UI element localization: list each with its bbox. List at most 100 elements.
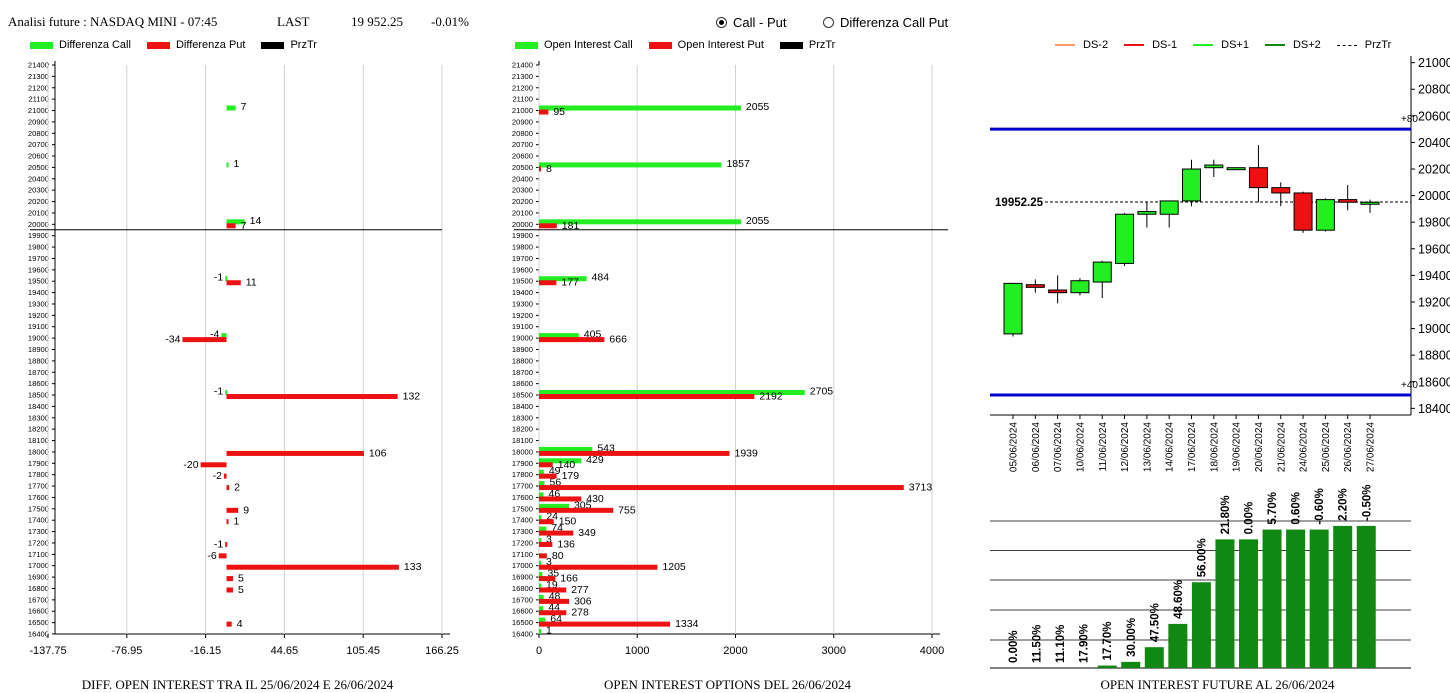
oi-bar-put	[539, 394, 755, 400]
oi-value-label: 3	[546, 533, 552, 545]
legend-oi-prz-label: PrzTr	[808, 39, 836, 51]
oi-value-label: 1857	[726, 158, 750, 170]
oi-bar-put	[539, 280, 557, 286]
diff-bar-call	[225, 276, 228, 282]
oi-bar-call	[539, 390, 805, 396]
diff-strike-label: 19900	[28, 231, 49, 240]
diff-bar-put	[225, 541, 228, 547]
diff-strike-label: 19100	[28, 322, 49, 331]
oi-strike-label: 20500	[512, 163, 533, 172]
oi-future-value-label: 30.00%	[1126, 618, 1138, 657]
candle-date-label: 13/06/2024	[1142, 422, 1153, 472]
oi-strike-label: 20900	[512, 117, 533, 126]
legend-ds-m2: DS-2	[1055, 39, 1108, 51]
oi-bar-put	[539, 519, 554, 525]
oi-future-value-label: 56.00%	[1196, 538, 1208, 577]
diff-strike-label: 21400	[28, 61, 49, 70]
oi-strike-label: 18600	[512, 379, 533, 388]
oi-value-label: 24	[546, 511, 558, 523]
oi-bar-put	[539, 610, 567, 616]
oi-strike-label: 19100	[512, 322, 533, 331]
legend-ds-m2-label: DS-2	[1083, 39, 1109, 51]
diff-strike-label: 21100	[28, 95, 49, 104]
diff-strike-label: 17600	[28, 493, 49, 502]
diff-strike-label: 18500	[28, 391, 49, 400]
oi-value-label: 166	[560, 573, 578, 585]
candle-date-label: 11/06/2024	[1098, 422, 1109, 472]
diff-bar-put	[226, 564, 399, 570]
oi-value-label: 136	[557, 538, 575, 550]
oi-future-value-label: 21.80%	[1220, 495, 1232, 534]
oi-strike-label: 20000	[512, 220, 533, 229]
oi-bar-call	[539, 503, 569, 509]
oi-x-tick-label: 0	[536, 645, 542, 657]
oi-value-label: 666	[609, 334, 627, 346]
oi-value-label: 8	[546, 163, 552, 175]
oi-bar-put	[539, 462, 553, 468]
oi-strike-label: 16700	[512, 595, 533, 604]
diff-bar-put	[226, 485, 230, 491]
diff-strike-label: 17400	[28, 516, 49, 525]
oi-strike-label: 18000	[512, 447, 533, 456]
diff-strike-label: 17500	[28, 504, 49, 513]
diff-strike-label: 17200	[28, 538, 49, 547]
oi-x-tick-label: 3000	[822, 645, 846, 657]
diff-strike-label: 20200	[28, 197, 49, 206]
candle-date-label: 19/06/2024	[1232, 422, 1243, 472]
legend-ds-p1-label: DS+1	[1221, 39, 1249, 51]
diff-value-label: -2	[213, 470, 222, 482]
candle-date-label: 10/06/2024	[1075, 422, 1086, 472]
oi-strike-label: 17100	[512, 550, 533, 559]
diff-value-label: 11	[246, 277, 257, 289]
legend-swatch-call	[515, 41, 538, 49]
oi-x-tick-label: 1000	[625, 645, 649, 657]
diff-bar-call	[225, 390, 228, 396]
diff-value-label: 106	[369, 447, 387, 459]
legend-ds: DS-2 DS-1 DS+1 DS+2 PrzTr	[1055, 39, 1407, 51]
diff-strike-label: 17900	[28, 459, 49, 468]
oi-strike-label: 18300	[512, 413, 533, 422]
last-label: LAST	[277, 14, 310, 29]
oi-strike-label: 16900	[512, 573, 533, 582]
oi-value-label: 2055	[746, 101, 770, 113]
oi-future-value-label: 0.00%	[1008, 630, 1020, 663]
oi-bar-call	[539, 219, 741, 225]
oi-future-value-label: 11.50%	[1032, 625, 1044, 663]
oi-strike-label: 17900	[512, 459, 533, 468]
oi-strike-label: 19200	[512, 311, 533, 320]
oi-value-label: 429	[586, 454, 604, 466]
radio-unselected-icon[interactable]	[823, 17, 834, 28]
oi-bar-put	[539, 507, 614, 513]
candle-body	[1092, 261, 1112, 283]
oi-future-bar	[1215, 539, 1235, 668]
oi-bar-put	[539, 553, 547, 559]
oi-future-value-label: 48.60%	[1173, 580, 1185, 619]
oi-strike-label: 17500	[512, 504, 533, 513]
legend-ds-m1-label: DS-1	[1152, 39, 1178, 51]
change-percent: -0.01%	[431, 14, 469, 29]
oi-future-bar	[1309, 529, 1329, 668]
oi-bar-put	[539, 496, 582, 502]
oi-value-label: 306	[574, 595, 592, 607]
legend-line-prz	[1336, 44, 1357, 46]
candle-y-tick-label: 20400	[1418, 136, 1450, 150]
oi-strike-label: 20300	[512, 186, 533, 195]
radio-selected-icon[interactable]	[716, 17, 727, 28]
diff-strike-label: 16600	[28, 607, 49, 616]
oi-future-bar	[1262, 529, 1282, 668]
oi-strike-label: 21100	[512, 95, 533, 104]
oi-future-value-label: 0.00%	[1244, 502, 1256, 535]
candle-y-tick-label: 21000	[1418, 56, 1450, 70]
radio-differenza[interactable]: Differenza Call Put	[823, 15, 948, 30]
oi-value-label: 430	[586, 493, 604, 505]
candle-price-label: 19952.25	[995, 197, 1044, 209]
diff-x-tick-label: -16.15	[190, 645, 221, 657]
diff-strike-label: 19600	[28, 265, 49, 274]
diff-value-label: 133	[404, 561, 422, 573]
oi-value-label: 3	[546, 556, 552, 568]
radio-call-put[interactable]: Call - Put	[716, 15, 786, 30]
oi-value-label: 181	[562, 220, 580, 232]
oi-bar-put	[539, 541, 553, 547]
diff-strike-label: 18300	[28, 413, 49, 422]
